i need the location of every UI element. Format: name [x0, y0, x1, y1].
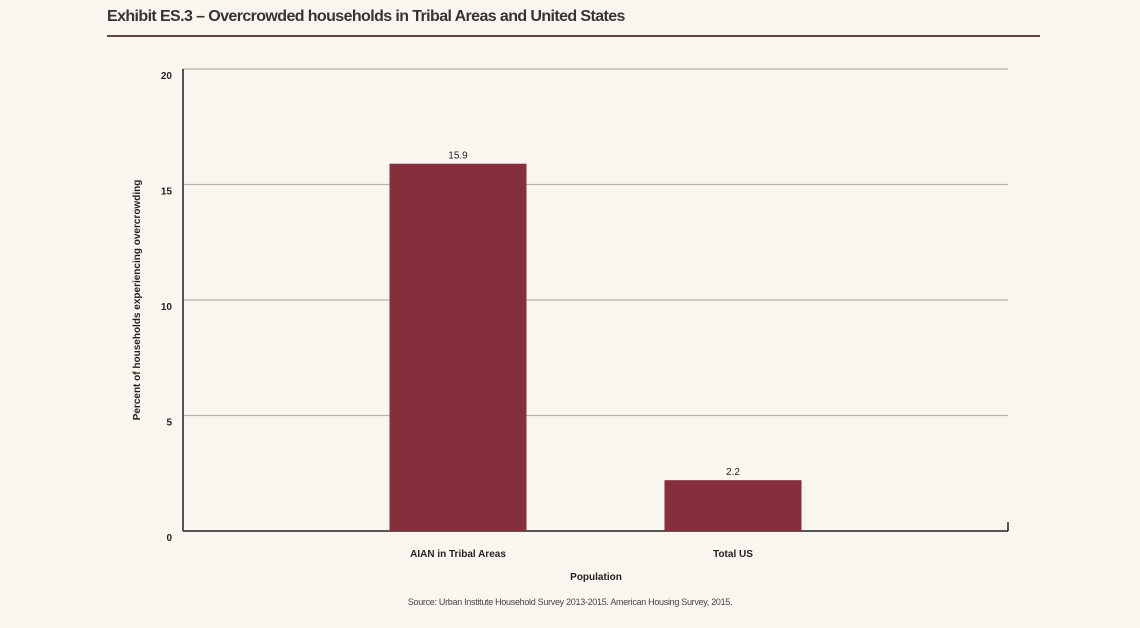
y-tick-label: 20 [161, 71, 173, 82]
bar-value-label: 2.2 [726, 467, 740, 478]
y-tick-label: 15 [161, 187, 173, 198]
y-tick-label: 0 [166, 533, 172, 544]
source-note: Source: Urban Institute Household Survey… [407, 597, 733, 607]
x-axis-title: Population [570, 572, 622, 583]
bar-value-label: 15.9 [448, 151, 468, 162]
y-axis-title: Percent of households experiencing overc… [132, 180, 143, 421]
chart-title: Exhibit ES.3 – Overcrowded households in… [107, 8, 625, 25]
title-divider [107, 35, 1040, 37]
data-labels: 15.9 2.2 [448, 151, 740, 478]
x-tick-label: Total US [713, 549, 753, 560]
y-tick-label: 5 [166, 418, 172, 429]
x-tick-labels: AIAN in Tribal Areas Total US [410, 549, 753, 560]
y-tick-labels: 0 5 10 15 20 [161, 71, 173, 544]
bar [664, 480, 802, 531]
y-tick-label: 10 [161, 302, 173, 313]
x-tick-label: AIAN in Tribal Areas [410, 549, 506, 560]
bars [389, 163, 802, 531]
bar [389, 163, 527, 531]
gridlines [183, 68, 1008, 417]
axes [182, 69, 1009, 532]
